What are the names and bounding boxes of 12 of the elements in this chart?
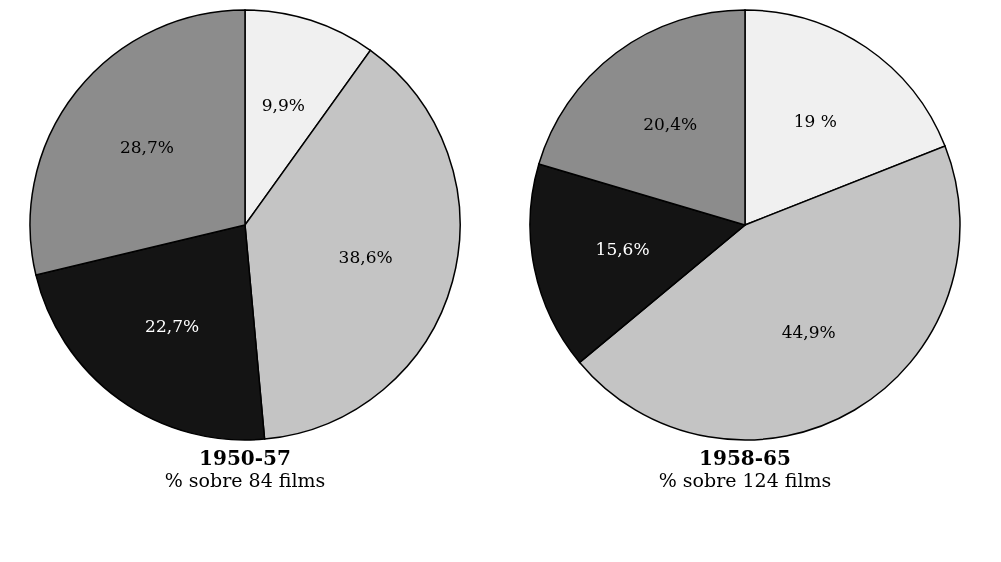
data-label: 20,4% (643, 113, 698, 134)
data-label: 9,9% (261, 95, 305, 116)
data-label: 19 % (793, 110, 837, 131)
data-label: 22,7% (145, 315, 200, 336)
data-label: 28,7% (119, 136, 174, 157)
text: 1958-65 (699, 446, 791, 470)
text: % sobre 124 films (658, 469, 832, 491)
text: 1950-57 (199, 446, 291, 470)
data-label: 15,6% (595, 239, 650, 260)
data-label: 44,9% (781, 321, 836, 342)
text: % sobre 84 films (164, 469, 326, 491)
data-label: 38,6% (338, 246, 393, 267)
